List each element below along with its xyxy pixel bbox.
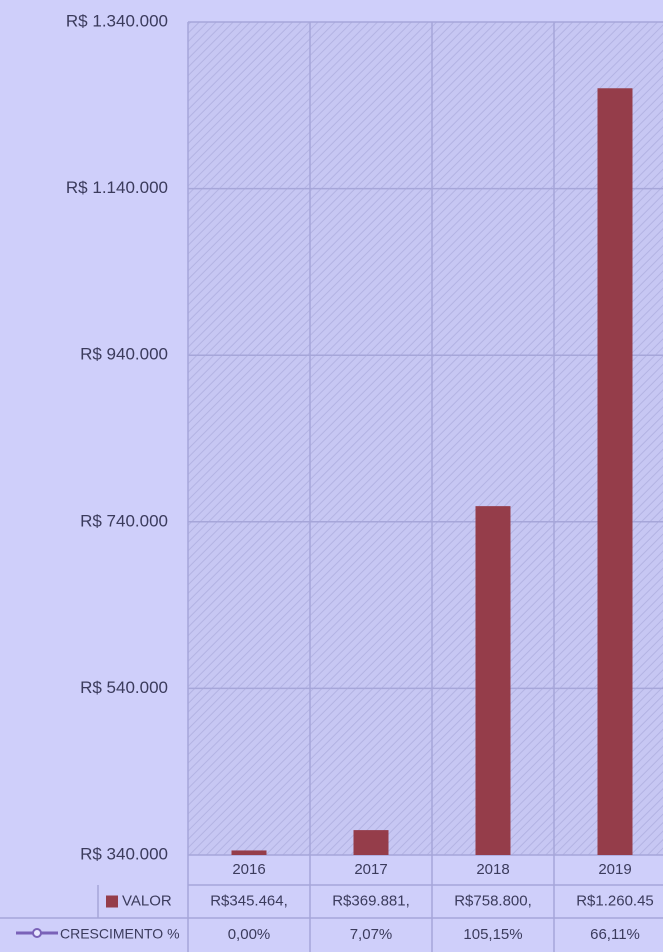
x-tick-label: 2019 [598, 861, 631, 878]
legend-label: VALOR [122, 892, 172, 909]
plot-area [188, 22, 663, 855]
bar [475, 506, 511, 855]
value-label: R$345.464, [210, 892, 288, 909]
value-label: R$758.800, [454, 892, 532, 909]
value-label: R$1.260.45 [576, 892, 654, 909]
value-label: 7,07% [350, 926, 393, 943]
y-tick-label: R$ 1.340.000 [66, 11, 168, 30]
value-label: 66,11% [590, 926, 640, 943]
y-tick-label: R$ 340.000 [80, 844, 168, 863]
y-tick-label: R$ 540.000 [80, 678, 168, 697]
value-label: 105,15% [463, 926, 522, 943]
x-tick-label: 2016 [232, 861, 265, 878]
value-label: 0,00% [228, 926, 271, 943]
y-tick-label: R$ 940.000 [80, 345, 168, 364]
legend-label: CRESCIMENTO % [60, 926, 180, 942]
x-tick-label: 2018 [476, 861, 509, 878]
x-tick-label: 2017 [354, 861, 387, 878]
value-label: R$369.881, [332, 892, 410, 909]
y-tick-label: R$ 1.140.000 [66, 178, 168, 197]
y-tick-label: R$ 740.000 [80, 511, 168, 530]
bar [353, 830, 389, 855]
bar [231, 850, 267, 855]
bar [597, 88, 633, 856]
legend-swatch [106, 895, 118, 908]
legend-marker [32, 928, 42, 938]
